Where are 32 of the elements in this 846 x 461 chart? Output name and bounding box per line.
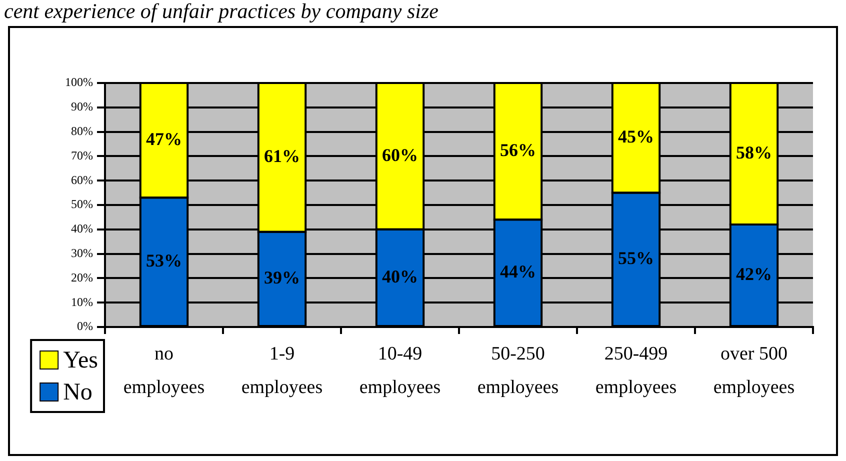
- data-label: 39%: [264, 268, 300, 288]
- y-tick-label: 60%: [71, 172, 93, 187]
- y-tick-label: 10%: [71, 294, 93, 309]
- data-label: 53%: [146, 250, 182, 270]
- y-tick-label: 100%: [65, 75, 93, 90]
- y-tick-label: 40%: [71, 222, 93, 236]
- y-tick-label: 0%: [77, 319, 93, 334]
- x-tick-label: 250-499 employees: [595, 344, 677, 398]
- y-tick-label: 70%: [71, 148, 93, 162]
- y-tick-label: 30%: [71, 246, 93, 260]
- y-tick-label: 20%: [71, 270, 93, 284]
- data-label: 40%: [382, 266, 418, 286]
- x-tick-label: 1-9 employees: [241, 344, 323, 398]
- data-label: 42%: [736, 264, 772, 284]
- x-tick-label: over 500 employees: [713, 344, 795, 398]
- data-label: 58%: [736, 142, 772, 162]
- legend-label: No: [63, 379, 92, 406]
- chart-title: cent experience of unfair practices by company size: [4, 0, 438, 24]
- y-tick-label: 90%: [71, 100, 93, 114]
- data-label: 44%: [500, 261, 536, 282]
- legend-label: Yes: [63, 347, 98, 374]
- data-label: 61%: [264, 146, 300, 166]
- y-tick-label: 80%: [71, 124, 93, 138]
- y-tick-label: 50%: [71, 197, 93, 212]
- data-label: 45%: [618, 126, 654, 147]
- x-tick-label: 10-49 employees: [359, 344, 441, 398]
- data-label: 55%: [618, 248, 654, 268]
- x-tick-label: 50-250 employees: [477, 344, 559, 398]
- data-label: 60%: [382, 144, 418, 165]
- x-tick-label: no employees: [123, 344, 205, 398]
- data-label: 47%: [146, 128, 182, 149]
- data-label: 56%: [500, 140, 536, 160]
